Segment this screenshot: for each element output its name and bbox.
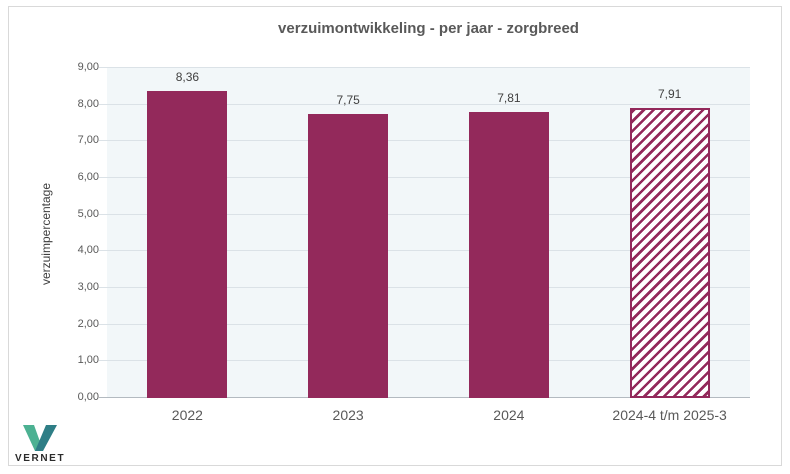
gridline xyxy=(99,104,750,105)
x-axis-label: 2023 xyxy=(332,407,364,423)
bar-hatched xyxy=(629,108,710,398)
vernet-logo-text: VERNET xyxy=(15,453,66,464)
chart-frame: verzuimontwikkeling - per jaar - zorgbre… xyxy=(8,6,782,466)
bar xyxy=(147,91,228,398)
gridline xyxy=(99,360,750,361)
bar xyxy=(308,114,389,398)
x-axis-label: 2024 xyxy=(493,407,525,423)
x-axis-line xyxy=(99,397,750,398)
vernet-logo: VERNET xyxy=(15,424,85,464)
gridline xyxy=(99,324,750,325)
bar-value-label: 7,81 xyxy=(497,90,521,105)
bar-value-label: 7,75 xyxy=(336,92,360,107)
bar xyxy=(468,112,549,398)
y-tick-label: 9,00 xyxy=(77,61,99,73)
chart-title: verzuimontwikkeling - per jaar - zorgbre… xyxy=(278,20,579,37)
gridline xyxy=(99,214,750,215)
y-tick-label: 1,00 xyxy=(77,354,99,367)
y-tick-label: 0,00 xyxy=(77,391,99,403)
gridline xyxy=(99,67,750,68)
y-tick-label: 2,00 xyxy=(77,317,99,330)
y-axis-title-text: verzuimpercentage xyxy=(39,182,53,286)
gridline xyxy=(99,250,750,251)
bar-value-label: 7,91 xyxy=(657,86,682,101)
y-tick-label: 6,00 xyxy=(77,171,99,183)
x-axis-label: 2022 xyxy=(171,407,203,423)
gridline xyxy=(99,287,750,288)
y-tick-label: 8,00 xyxy=(77,97,99,110)
x-axis-label: 2024-4 t/m 2025-3 xyxy=(612,407,727,423)
gridline xyxy=(99,177,750,178)
y-tick-label: 5,00 xyxy=(77,207,99,220)
y-tick-label: 3,00 xyxy=(77,281,99,293)
gridline xyxy=(99,140,750,141)
plot-area: 8,36 7,75 7,81 7,91 xyxy=(99,67,750,398)
bar-value-label: 8,36 xyxy=(175,70,200,85)
y-tick-label: 4,00 xyxy=(77,244,99,257)
y-tick-label: 7,00 xyxy=(77,134,99,147)
vernet-logo-icon xyxy=(23,425,57,451)
